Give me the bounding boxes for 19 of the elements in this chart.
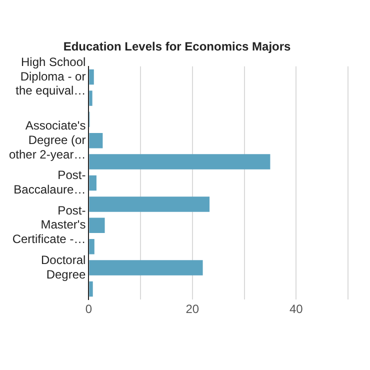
y-tick-label: High School Diploma - or the equival…	[16, 54, 86, 98]
x-tick-label: 40	[289, 302, 304, 316]
bar	[89, 69, 94, 85]
bar	[89, 196, 210, 212]
y-tick-label: Post-Master's Certificate -…	[12, 203, 86, 246]
bar	[89, 218, 105, 234]
bar	[89, 132, 103, 148]
chart-title: Education Levels for Economics Majors	[63, 40, 292, 54]
bar	[89, 238, 94, 254]
y-tick-label: Doctoral Degree	[41, 252, 86, 282]
y-tick-label: Associate's Degree (or other 2-year…	[8, 118, 86, 162]
bar	[89, 175, 96, 191]
bar	[89, 90, 92, 106]
bar	[89, 260, 203, 276]
y-tick-label: Post-Baccalaure…	[14, 168, 86, 197]
bar	[89, 154, 270, 170]
bar	[89, 281, 93, 297]
x-tick-label: 20	[186, 302, 200, 316]
x-tick-label: 0	[85, 302, 92, 316]
